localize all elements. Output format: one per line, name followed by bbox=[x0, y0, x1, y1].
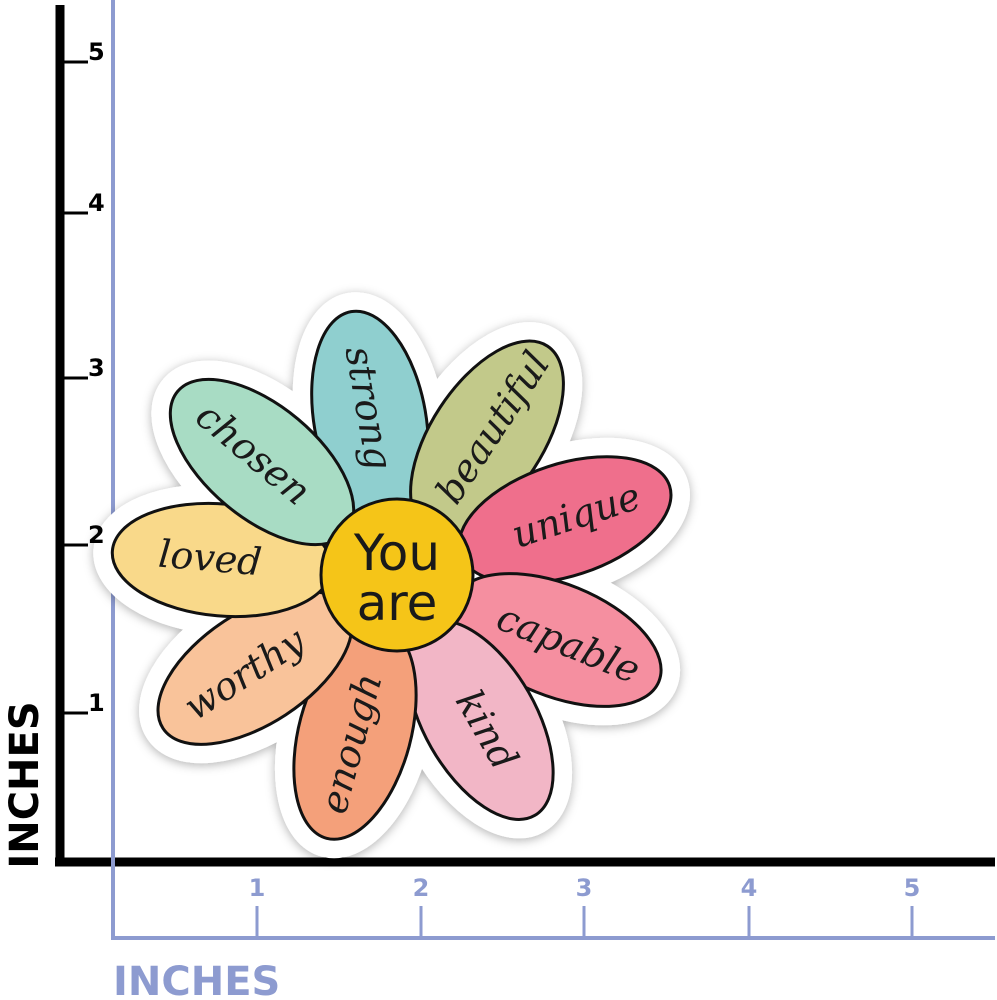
tick-label: 5 bbox=[904, 874, 921, 902]
tick-label: 1 bbox=[88, 689, 105, 717]
vertical-axis-title: INCHES bbox=[2, 701, 48, 868]
tick-label: 3 bbox=[88, 354, 105, 382]
horizontal-axis-title: INCHES bbox=[113, 959, 280, 1000]
tick-label: 2 bbox=[413, 874, 430, 902]
tick-label: 5 bbox=[88, 38, 105, 66]
flower-body: strong beautifuluniquecapablekindenoughwo… bbox=[110, 309, 673, 841]
center-word: are bbox=[357, 574, 438, 632]
tick-label: 2 bbox=[88, 521, 105, 549]
tick-label: 1 bbox=[249, 874, 266, 902]
petal-word: loved bbox=[157, 532, 264, 585]
tick-label: 3 bbox=[576, 874, 593, 902]
tick-label: 4 bbox=[741, 874, 758, 902]
center-word: You bbox=[353, 524, 440, 582]
tick-label: 4 bbox=[88, 189, 105, 217]
flower-center bbox=[319, 497, 475, 653]
